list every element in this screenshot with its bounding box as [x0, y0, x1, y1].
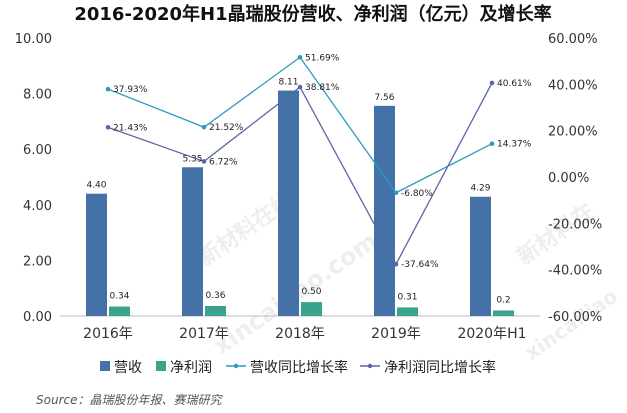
profit-growth-point	[297, 84, 303, 90]
y-right-tick-label: 20.00%	[548, 125, 598, 140]
revenue-growth-label: -6.80%	[401, 189, 433, 199]
legend-swatch	[156, 361, 166, 371]
y-right-tick-label: 60.00%	[548, 32, 598, 47]
revenue-bar	[86, 193, 107, 316]
profit-growth-point	[201, 159, 207, 164]
profit-growth-point	[393, 261, 399, 267]
y-left-tick-label: 0.00	[23, 310, 52, 325]
revenue-growth-line	[107, 56, 493, 194]
legend-label: 营收同比增长率	[250, 359, 348, 376]
revenue-growth-point	[393, 190, 399, 196]
revenue-growth-label: 14.37%	[497, 140, 532, 150]
profit-growth-label: 40.61%	[497, 79, 532, 89]
legend-swatch	[100, 361, 110, 371]
revenue-growth-label: 51.69%	[305, 53, 340, 63]
legend: 营收 净利润 营收同比增长率 净利润同比增长率	[100, 359, 496, 376]
profit-bar	[397, 307, 418, 316]
profit-bar	[205, 305, 226, 316]
profit-bar	[493, 310, 514, 316]
y-left-tick-label: 4.00	[23, 199, 52, 214]
profit-growth-point	[489, 80, 495, 86]
profit-bar-label: 0.36	[205, 291, 225, 301]
lines	[105, 54, 495, 267]
legend-label: 营收	[114, 360, 142, 376]
revenue-bar	[278, 90, 299, 317]
revenue-bar-label: 4.40	[86, 181, 106, 191]
profit-growth-label: 6.72%	[209, 157, 238, 167]
watermark-text: 新材料在	[512, 198, 599, 270]
legend-label: 净利润	[170, 360, 212, 376]
profit-bar	[301, 302, 322, 316]
profit-bar-label: 0.2	[496, 295, 510, 305]
x-tick-label: 2017年	[179, 326, 229, 342]
profit-growth-point	[105, 125, 111, 130]
x-tick-label: 2016年	[83, 326, 133, 342]
legend-marker	[233, 363, 239, 369]
profit-bar	[109, 306, 130, 316]
revenue-bar-label: 4.29	[470, 184, 490, 194]
x-tick-label: 2019年	[371, 326, 421, 342]
y-left-tick-label: 6.00	[23, 143, 52, 158]
revenue-growth-point	[489, 141, 495, 147]
profit-growth-label: 38.81%	[305, 83, 340, 93]
revenue-growth-point	[297, 54, 303, 60]
revenue-growth-label: 37.93%	[113, 85, 148, 95]
revenue-bar	[470, 196, 491, 316]
profit-bar-label: 0.31	[397, 292, 417, 302]
revenue-bar	[182, 167, 203, 316]
y-right-tick-label: 40.00%	[548, 78, 598, 93]
revenue-growth-label: 21.52%	[209, 123, 244, 133]
profit-bar-label: 0.50	[301, 287, 321, 297]
profit-growth-label: 21.43%	[113, 123, 148, 133]
profit-bar-label: 0.34	[109, 292, 129, 302]
revenue-bar-label: 5.35	[182, 154, 202, 164]
axes: 2016年 2017年 2018年 2019年 2020年H1 0.00 2.00 4.00 6…	[15, 32, 602, 342]
revenue-bar	[374, 105, 395, 316]
y-right-tick-label: -40.00%	[548, 264, 602, 279]
y-left-tick-label: 10.00	[15, 32, 52, 47]
bars	[86, 90, 514, 317]
revenue-growth-point	[201, 124, 207, 130]
chart-title: 2016-2020年H1晶瑞股份营收、净利润（亿元）及增长率	[74, 3, 551, 25]
profit-growth-label: -37.64%	[401, 260, 439, 270]
legend-marker	[367, 363, 373, 369]
x-tick-label: 2020年H1	[457, 326, 526, 342]
y-left-tick-label: 8.00	[23, 88, 52, 103]
y-right-tick-label: 0.00%	[548, 171, 589, 186]
revenue-growth-point	[105, 86, 111, 92]
revenue-bar-label: 7.56	[374, 93, 394, 103]
legend-label: 净利润同比增长率	[384, 359, 496, 376]
data-labels: 4.40 0.34 5.35 0.36 8.11 0.50 7.56 0.31 4.29 0.2 3…	[86, 53, 531, 305]
y-left-tick-label: 2.00	[23, 254, 52, 269]
revenue-bar-label: 8.11	[278, 78, 298, 88]
source-note: Source：晶瑞股份年报、赛瑞研究	[36, 393, 223, 407]
y-right-tick-label: -60.00%	[548, 310, 602, 325]
y-right-tick-label: -20.00%	[548, 217, 602, 232]
x-tick-label: 2018年	[275, 326, 325, 342]
